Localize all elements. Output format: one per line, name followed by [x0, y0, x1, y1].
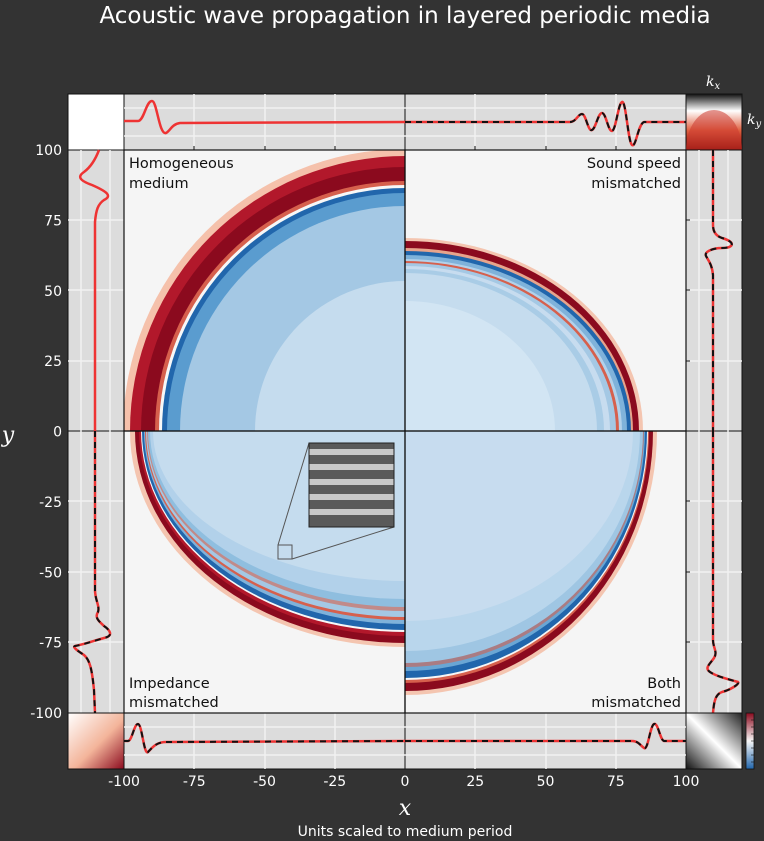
quadrant-bottom-right-field: [405, 431, 657, 695]
ky-label: ky: [747, 112, 761, 130]
right-top-reference-dash: [704, 150, 733, 431]
quadrant-bottom-right-label-2: mismatched: [591, 695, 681, 711]
y-tick-label: -25: [39, 495, 62, 511]
quadrant-bottom-right-label-1: Both: [647, 676, 681, 692]
y-tick-label: 0: [53, 425, 62, 441]
y-tick-label: -50: [39, 565, 62, 581]
top-right-reference-dash: [405, 100, 686, 147]
kx-label: kx: [706, 74, 720, 92]
y-tick-label: -100: [30, 706, 62, 722]
colorbar-ticks: [751, 719, 754, 763]
y-tick-label: -75: [39, 636, 62, 652]
main-tick-marks: [193, 146, 690, 643]
layered-medium-inset: [277, 442, 395, 560]
left-profile-grid: [68, 150, 124, 713]
quadrant-top-right-field: [405, 238, 643, 431]
quadrant-bottom-left-label-2: mismatched: [129, 695, 219, 711]
units-caption: Units scaled to medium period: [298, 824, 513, 840]
x-tick-label: 50: [537, 774, 555, 790]
left-bottom-reference-dash: [73, 431, 111, 714]
y-tick-label: 100: [35, 143, 62, 159]
y-tick-label: 50: [44, 284, 62, 300]
y-tick-label: 75: [44, 213, 62, 229]
x-tick-label: 0: [401, 774, 410, 790]
kspace-corner-bottom-right: [685, 712, 743, 770]
quadrant-top-left-field: [124, 150, 405, 431]
corner-blank-panel: [67, 93, 125, 151]
y-tick-label: 25: [44, 354, 62, 370]
y-axis-label: y: [1, 423, 15, 448]
x-tick-label: -25: [323, 774, 346, 790]
x-tick-label: 25: [466, 774, 484, 790]
right-bottom-reference-dash: [706, 431, 740, 714]
quadrant-top-right-label-1: Sound speed: [587, 156, 681, 172]
x-tick-label: -50: [253, 774, 276, 790]
bottom-right-reference-dash: [405, 722, 686, 750]
quadrant-bottom-left-label-1: Impedance: [129, 676, 210, 692]
y-tick-labels: 100 75 50 25 0 -25 -50 -75 -100: [30, 143, 62, 722]
kspace-corner-bottom-left: [67, 712, 125, 770]
x-tick-label: -75: [183, 774, 206, 790]
top-left-profile-line: [124, 99, 406, 135]
x-tick-label: 75: [607, 774, 625, 790]
quadrant-top-right-label-2: mismatched: [591, 176, 681, 192]
bottom-left-reference-dash: [124, 722, 406, 754]
quadrant-top-left-label-1: Homogeneous: [129, 156, 234, 172]
x-tick-label: -100: [108, 774, 140, 790]
x-axis-label: x: [399, 796, 412, 821]
x-tick-labels: -100 -75 -50 -25 0 25 50 75 100: [108, 774, 699, 790]
quadrant-top-left-label-2: medium: [129, 176, 189, 192]
chart-title: Acoustic wave propagation in layered per…: [99, 3, 710, 29]
left-top-profile-line: [78, 149, 110, 431]
x-tick-label: 100: [673, 774, 700, 790]
